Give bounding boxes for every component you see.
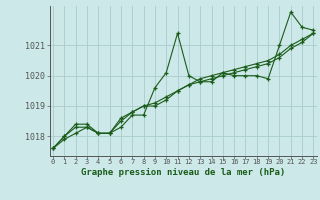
X-axis label: Graphe pression niveau de la mer (hPa): Graphe pression niveau de la mer (hPa) <box>81 168 285 177</box>
